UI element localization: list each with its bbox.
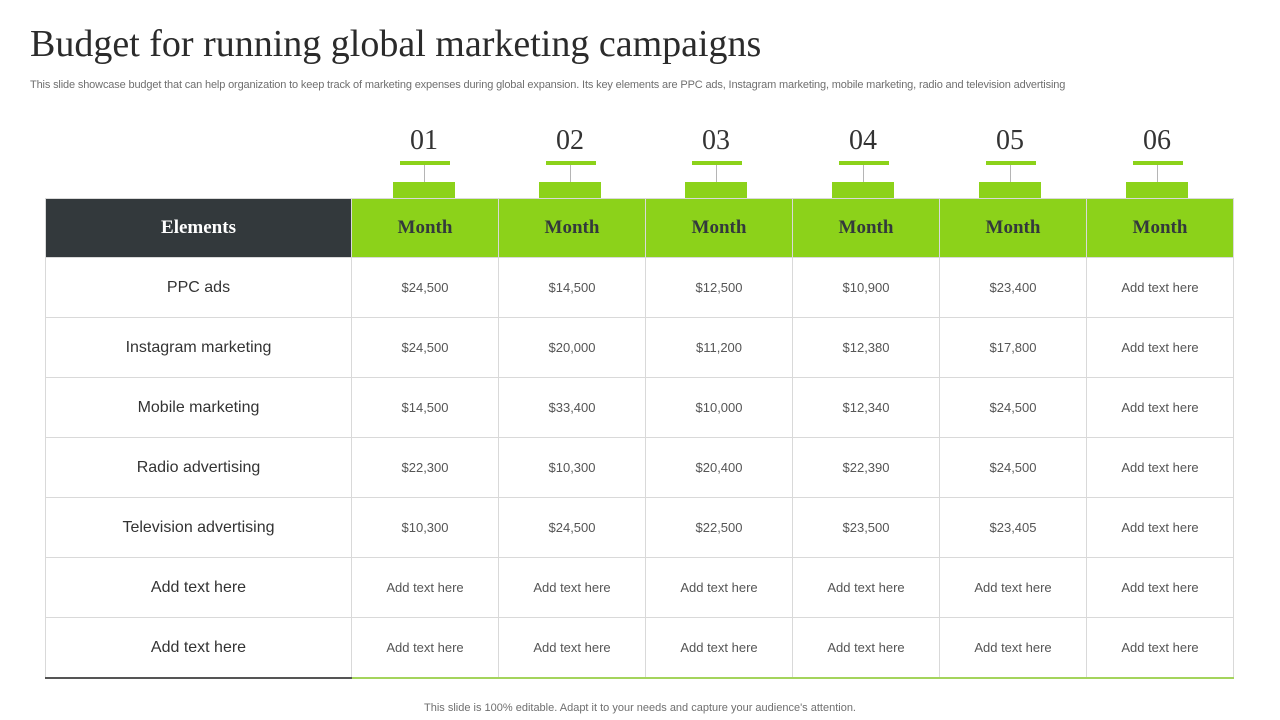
table-cell: Add text here: [1087, 378, 1234, 438]
table-cell: $22,390: [793, 438, 940, 498]
table-cell: $33,400: [499, 378, 646, 438]
row-label: Television advertising: [46, 498, 352, 558]
month-header: Month: [940, 199, 1087, 258]
table-cell: $23,405: [940, 498, 1087, 558]
table-cell: Add text here: [646, 618, 793, 679]
row-label: Radio advertising: [46, 438, 352, 498]
marker-tab: [539, 182, 601, 198]
table-cell: $12,380: [793, 318, 940, 378]
column-marker: 04: [790, 122, 936, 198]
marker-tab: [832, 182, 894, 198]
month-header: Month: [793, 199, 940, 258]
column-number: 02: [497, 125, 643, 157]
row-label: PPC ads: [46, 258, 352, 318]
table-row: PPC ads $24,500 $14,500 $12,500 $10,900 $23,4…: [46, 258, 1234, 318]
table-cell: $23,500: [793, 498, 940, 558]
table-cell: $22,500: [646, 498, 793, 558]
marker-stem: [570, 165, 571, 182]
table-cell: $24,500: [352, 258, 499, 318]
marker-stem: [1157, 165, 1158, 182]
table-row: Radio advertising $22,300 $10,300 $20,400 $2…: [46, 438, 1234, 498]
table-cell: Add text here: [499, 618, 646, 679]
table-cell: Add text here: [1087, 498, 1234, 558]
marker-bar: [1133, 161, 1183, 165]
row-label: Add text here: [46, 618, 352, 679]
column-number: 04: [790, 125, 936, 157]
column-number: 05: [937, 125, 1083, 157]
budget-table: Elements Month Month Month Month Month M…: [45, 198, 1234, 679]
month-header: Month: [352, 199, 499, 258]
table-cell: $14,500: [499, 258, 646, 318]
marker-stem: [1010, 165, 1011, 182]
table-row: Instagram marketing $24,500 $20,000 $11,200…: [46, 318, 1234, 378]
column-number: 01: [351, 125, 497, 157]
table-row: Television advertising $10,300 $24,500 $22,…: [46, 498, 1234, 558]
table-cell: Add text here: [646, 558, 793, 618]
row-label: Mobile marketing: [46, 378, 352, 438]
month-header: Month: [1087, 199, 1234, 258]
table-cell: Add text here: [940, 558, 1087, 618]
table-cell: $22,300: [352, 438, 499, 498]
table-cell: $12,500: [646, 258, 793, 318]
table-row: Add text here Add text here Add text here A…: [46, 618, 1234, 679]
table-cell: Add text here: [1087, 438, 1234, 498]
table-header-row: Elements Month Month Month Month Month M…: [46, 199, 1234, 258]
table-cell: $24,500: [352, 318, 499, 378]
month-header: Month: [499, 199, 646, 258]
column-number: 06: [1084, 125, 1230, 157]
table-cell: $17,800: [940, 318, 1087, 378]
table-cell: $24,500: [940, 438, 1087, 498]
table-cell: $10,300: [499, 438, 646, 498]
column-marker: 01: [351, 122, 497, 198]
page-subtitle: This slide showcase budget that can help…: [30, 79, 1260, 91]
marker-tab: [1126, 182, 1188, 198]
table-cell: Add text here: [1087, 618, 1234, 679]
table-cell: $10,300: [352, 498, 499, 558]
table-cell: Add text here: [793, 558, 940, 618]
marker-bar: [400, 161, 450, 165]
marker-tab: [979, 182, 1041, 198]
marker-bar: [692, 161, 742, 165]
table-cell: Add text here: [940, 618, 1087, 679]
marker-tab: [393, 182, 455, 198]
marker-stem: [863, 165, 864, 182]
marker-stem: [424, 165, 425, 182]
footer-note: This slide is 100% editable. Adapt it to…: [0, 702, 1280, 714]
month-header: Month: [646, 199, 793, 258]
table-cell: Add text here: [1087, 258, 1234, 318]
table-cell: $11,200: [646, 318, 793, 378]
table-cell: Add text here: [793, 618, 940, 679]
table-cell: $12,340: [793, 378, 940, 438]
column-marker: 02: [497, 122, 643, 198]
table-cell: $14,500: [352, 378, 499, 438]
table-cell: $20,000: [499, 318, 646, 378]
table-cell: $23,400: [940, 258, 1087, 318]
marker-tab: [685, 182, 747, 198]
table-row: Add text here Add text here Add text here A…: [46, 558, 1234, 618]
marker-bar: [839, 161, 889, 165]
table-cell: $24,500: [940, 378, 1087, 438]
table-cell: $20,400: [646, 438, 793, 498]
row-label: Add text here: [46, 558, 352, 618]
table-cell: Add text here: [352, 558, 499, 618]
row-label: Instagram marketing: [46, 318, 352, 378]
table-cell: Add text here: [1087, 318, 1234, 378]
table-cell: $10,900: [793, 258, 940, 318]
marker-bar: [546, 161, 596, 165]
marker-stem: [716, 165, 717, 182]
elements-header: Elements: [46, 199, 352, 258]
marker-bar: [986, 161, 1036, 165]
table-body: PPC ads $24,500 $14,500 $12,500 $10,900 $23,4…: [46, 258, 1234, 679]
page-title: Budget for running global marketing camp…: [30, 22, 761, 66]
table-cell: $24,500: [499, 498, 646, 558]
table-cell: Add text here: [352, 618, 499, 679]
column-marker: 05: [937, 122, 1083, 198]
column-number: 03: [643, 125, 789, 157]
table-cell: Add text here: [499, 558, 646, 618]
table-row: Mobile marketing $14,500 $33,400 $10,000 $12…: [46, 378, 1234, 438]
table-cell: Add text here: [1087, 558, 1234, 618]
column-marker: 06: [1084, 122, 1230, 198]
table-cell: $10,000: [646, 378, 793, 438]
column-marker: 03: [643, 122, 789, 198]
